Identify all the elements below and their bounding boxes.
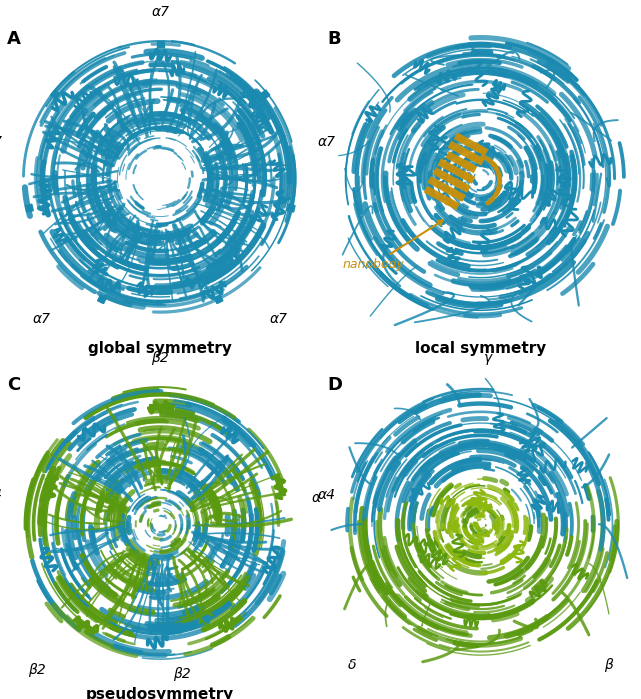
Text: pseudosymmetry: pseudosymmetry [86,687,235,699]
Text: α: α [312,491,320,505]
Circle shape [135,152,186,204]
Text: β2: β2 [28,663,46,677]
Text: C: C [7,375,21,394]
Polygon shape [214,295,223,303]
Polygon shape [97,295,106,303]
Text: α7: α7 [269,312,288,326]
Text: α7: α7 [33,312,51,326]
Text: α4: α4 [317,488,336,502]
Text: α7: α7 [0,135,3,149]
Text: α7: α7 [151,6,169,20]
Text: δ: δ [348,658,357,672]
Polygon shape [157,41,163,48]
Text: γ: γ [484,352,492,366]
Text: B: B [328,29,342,48]
Text: local symmetry: local symmetry [415,341,546,356]
Polygon shape [287,204,295,212]
Text: β2: β2 [173,667,191,681]
Text: A: A [7,29,21,48]
Text: β2: β2 [151,352,169,366]
Text: D: D [328,375,343,394]
Text: β: β [604,658,613,672]
Polygon shape [261,90,270,99]
Polygon shape [51,90,60,99]
Text: nanobody: nanobody [342,220,443,271]
Polygon shape [26,204,33,212]
Text: global symmetry: global symmetry [88,341,232,356]
Text: α4: α4 [0,488,3,502]
Text: α7: α7 [317,135,336,149]
